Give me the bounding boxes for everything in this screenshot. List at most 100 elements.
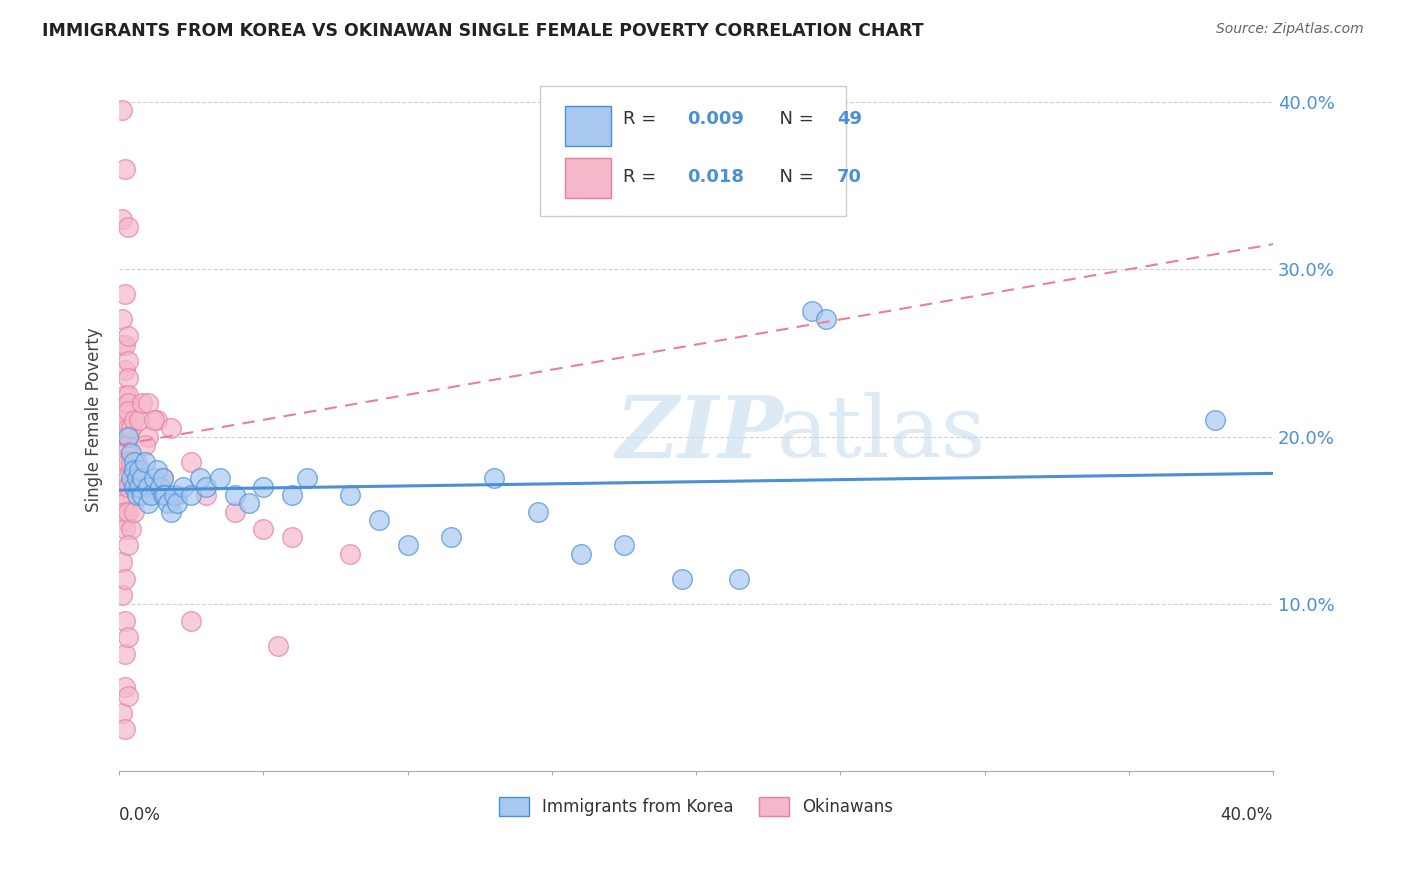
Point — [180, 488, 202, 502]
Point — [440, 530, 463, 544]
Point — [209, 471, 232, 485]
FancyBboxPatch shape — [540, 87, 846, 216]
Point — [569, 547, 592, 561]
Y-axis label: Single Female Poverty: Single Female Poverty — [86, 327, 103, 512]
Text: R =: R = — [623, 168, 662, 186]
Point — [111, 555, 134, 569]
Point — [114, 480, 136, 494]
Text: 70: 70 — [837, 168, 862, 186]
Point — [114, 572, 136, 586]
Point — [128, 471, 150, 485]
Point — [136, 496, 159, 510]
Point — [114, 471, 136, 485]
Point — [155, 488, 177, 502]
Point — [484, 471, 506, 485]
Point — [163, 488, 186, 502]
Point — [114, 161, 136, 176]
Point — [281, 488, 304, 502]
Point — [166, 488, 188, 502]
Point — [136, 480, 159, 494]
Text: N =: N = — [768, 110, 820, 128]
Point — [146, 463, 169, 477]
Point — [117, 630, 139, 644]
Point — [114, 488, 136, 502]
Point — [114, 723, 136, 737]
Point — [117, 455, 139, 469]
Point — [136, 396, 159, 410]
Point — [172, 480, 194, 494]
Point — [188, 471, 211, 485]
Point — [114, 362, 136, 376]
Point — [114, 496, 136, 510]
Point — [117, 505, 139, 519]
Text: IMMIGRANTS FROM KOREA VS OKINAWAN SINGLE FEMALE POVERTY CORRELATION CHART: IMMIGRANTS FROM KOREA VS OKINAWAN SINGLE… — [42, 22, 924, 40]
Text: 0.018: 0.018 — [688, 168, 744, 186]
Point — [131, 396, 153, 410]
Point — [125, 488, 148, 502]
Point — [152, 471, 174, 485]
Point — [122, 480, 145, 494]
Text: 0.009: 0.009 — [688, 110, 744, 128]
Point — [160, 505, 183, 519]
Text: N =: N = — [768, 168, 820, 186]
Point — [125, 471, 148, 485]
Point — [117, 388, 139, 402]
Text: ZIP: ZIP — [616, 392, 783, 475]
Point — [281, 530, 304, 544]
Point — [120, 455, 142, 469]
Point — [224, 488, 246, 502]
Point — [114, 647, 136, 661]
Legend: Immigrants from Korea, Okinawans: Immigrants from Korea, Okinawans — [492, 790, 900, 822]
Point — [728, 572, 751, 586]
Point — [122, 505, 145, 519]
Point — [131, 488, 153, 502]
Point — [114, 287, 136, 301]
Point — [117, 404, 139, 418]
Point — [114, 505, 136, 519]
Point — [114, 429, 136, 443]
Point — [111, 212, 134, 227]
Point — [117, 471, 139, 485]
Point — [117, 220, 139, 235]
Point — [111, 706, 134, 720]
Point — [114, 681, 136, 695]
Point — [238, 496, 260, 510]
Point — [252, 480, 274, 494]
Point — [117, 371, 139, 385]
Point — [134, 438, 156, 452]
Point — [111, 337, 134, 351]
Text: 40.0%: 40.0% — [1220, 806, 1272, 824]
Point — [142, 471, 165, 485]
Point — [120, 471, 142, 485]
Point — [114, 388, 136, 402]
Point — [122, 463, 145, 477]
FancyBboxPatch shape — [565, 158, 610, 198]
Point — [117, 689, 139, 703]
Point — [114, 455, 136, 469]
Point — [117, 354, 139, 368]
Point — [267, 639, 290, 653]
Point — [128, 480, 150, 494]
Point — [152, 488, 174, 502]
Point — [136, 429, 159, 443]
Point — [117, 438, 139, 452]
Point — [120, 446, 142, 460]
Point — [120, 522, 142, 536]
Point — [139, 488, 162, 502]
Point — [114, 522, 136, 536]
Point — [114, 614, 136, 628]
Point — [120, 421, 142, 435]
Point — [180, 455, 202, 469]
Point — [128, 463, 150, 477]
Point — [122, 413, 145, 427]
Point — [111, 404, 134, 418]
Point — [134, 455, 156, 469]
Point — [131, 471, 153, 485]
Point — [160, 421, 183, 435]
Point — [339, 488, 361, 502]
Text: atlas: atlas — [778, 392, 986, 475]
Point — [128, 413, 150, 427]
Point — [114, 513, 136, 527]
Point — [224, 505, 246, 519]
Point — [146, 413, 169, 427]
